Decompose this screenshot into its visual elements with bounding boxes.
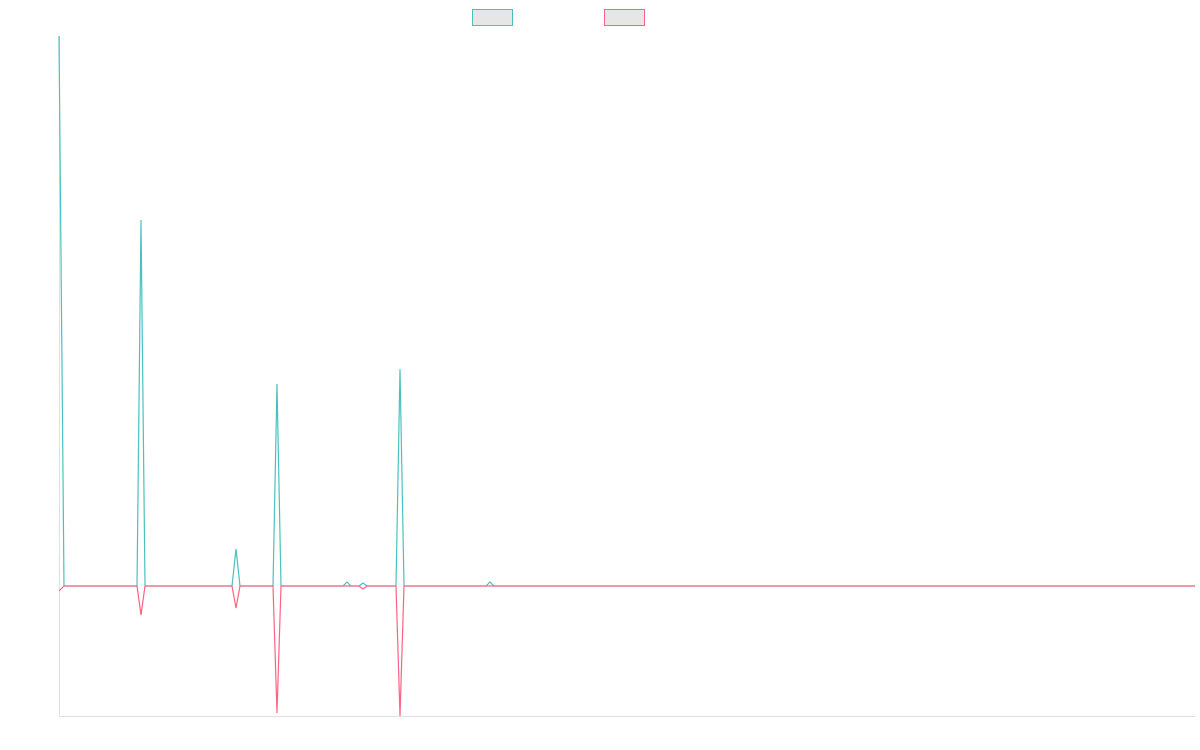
- legend-swatch[interactable]: [604, 9, 645, 26]
- legend-swatch[interactable]: [472, 9, 513, 26]
- series-line: [58, 35, 1195, 587]
- series-line: [58, 585, 1195, 717]
